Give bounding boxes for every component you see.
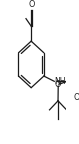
- Text: O: O: [73, 93, 79, 102]
- Text: O: O: [54, 80, 61, 89]
- Text: O: O: [28, 0, 35, 9]
- Text: NH: NH: [55, 77, 66, 86]
